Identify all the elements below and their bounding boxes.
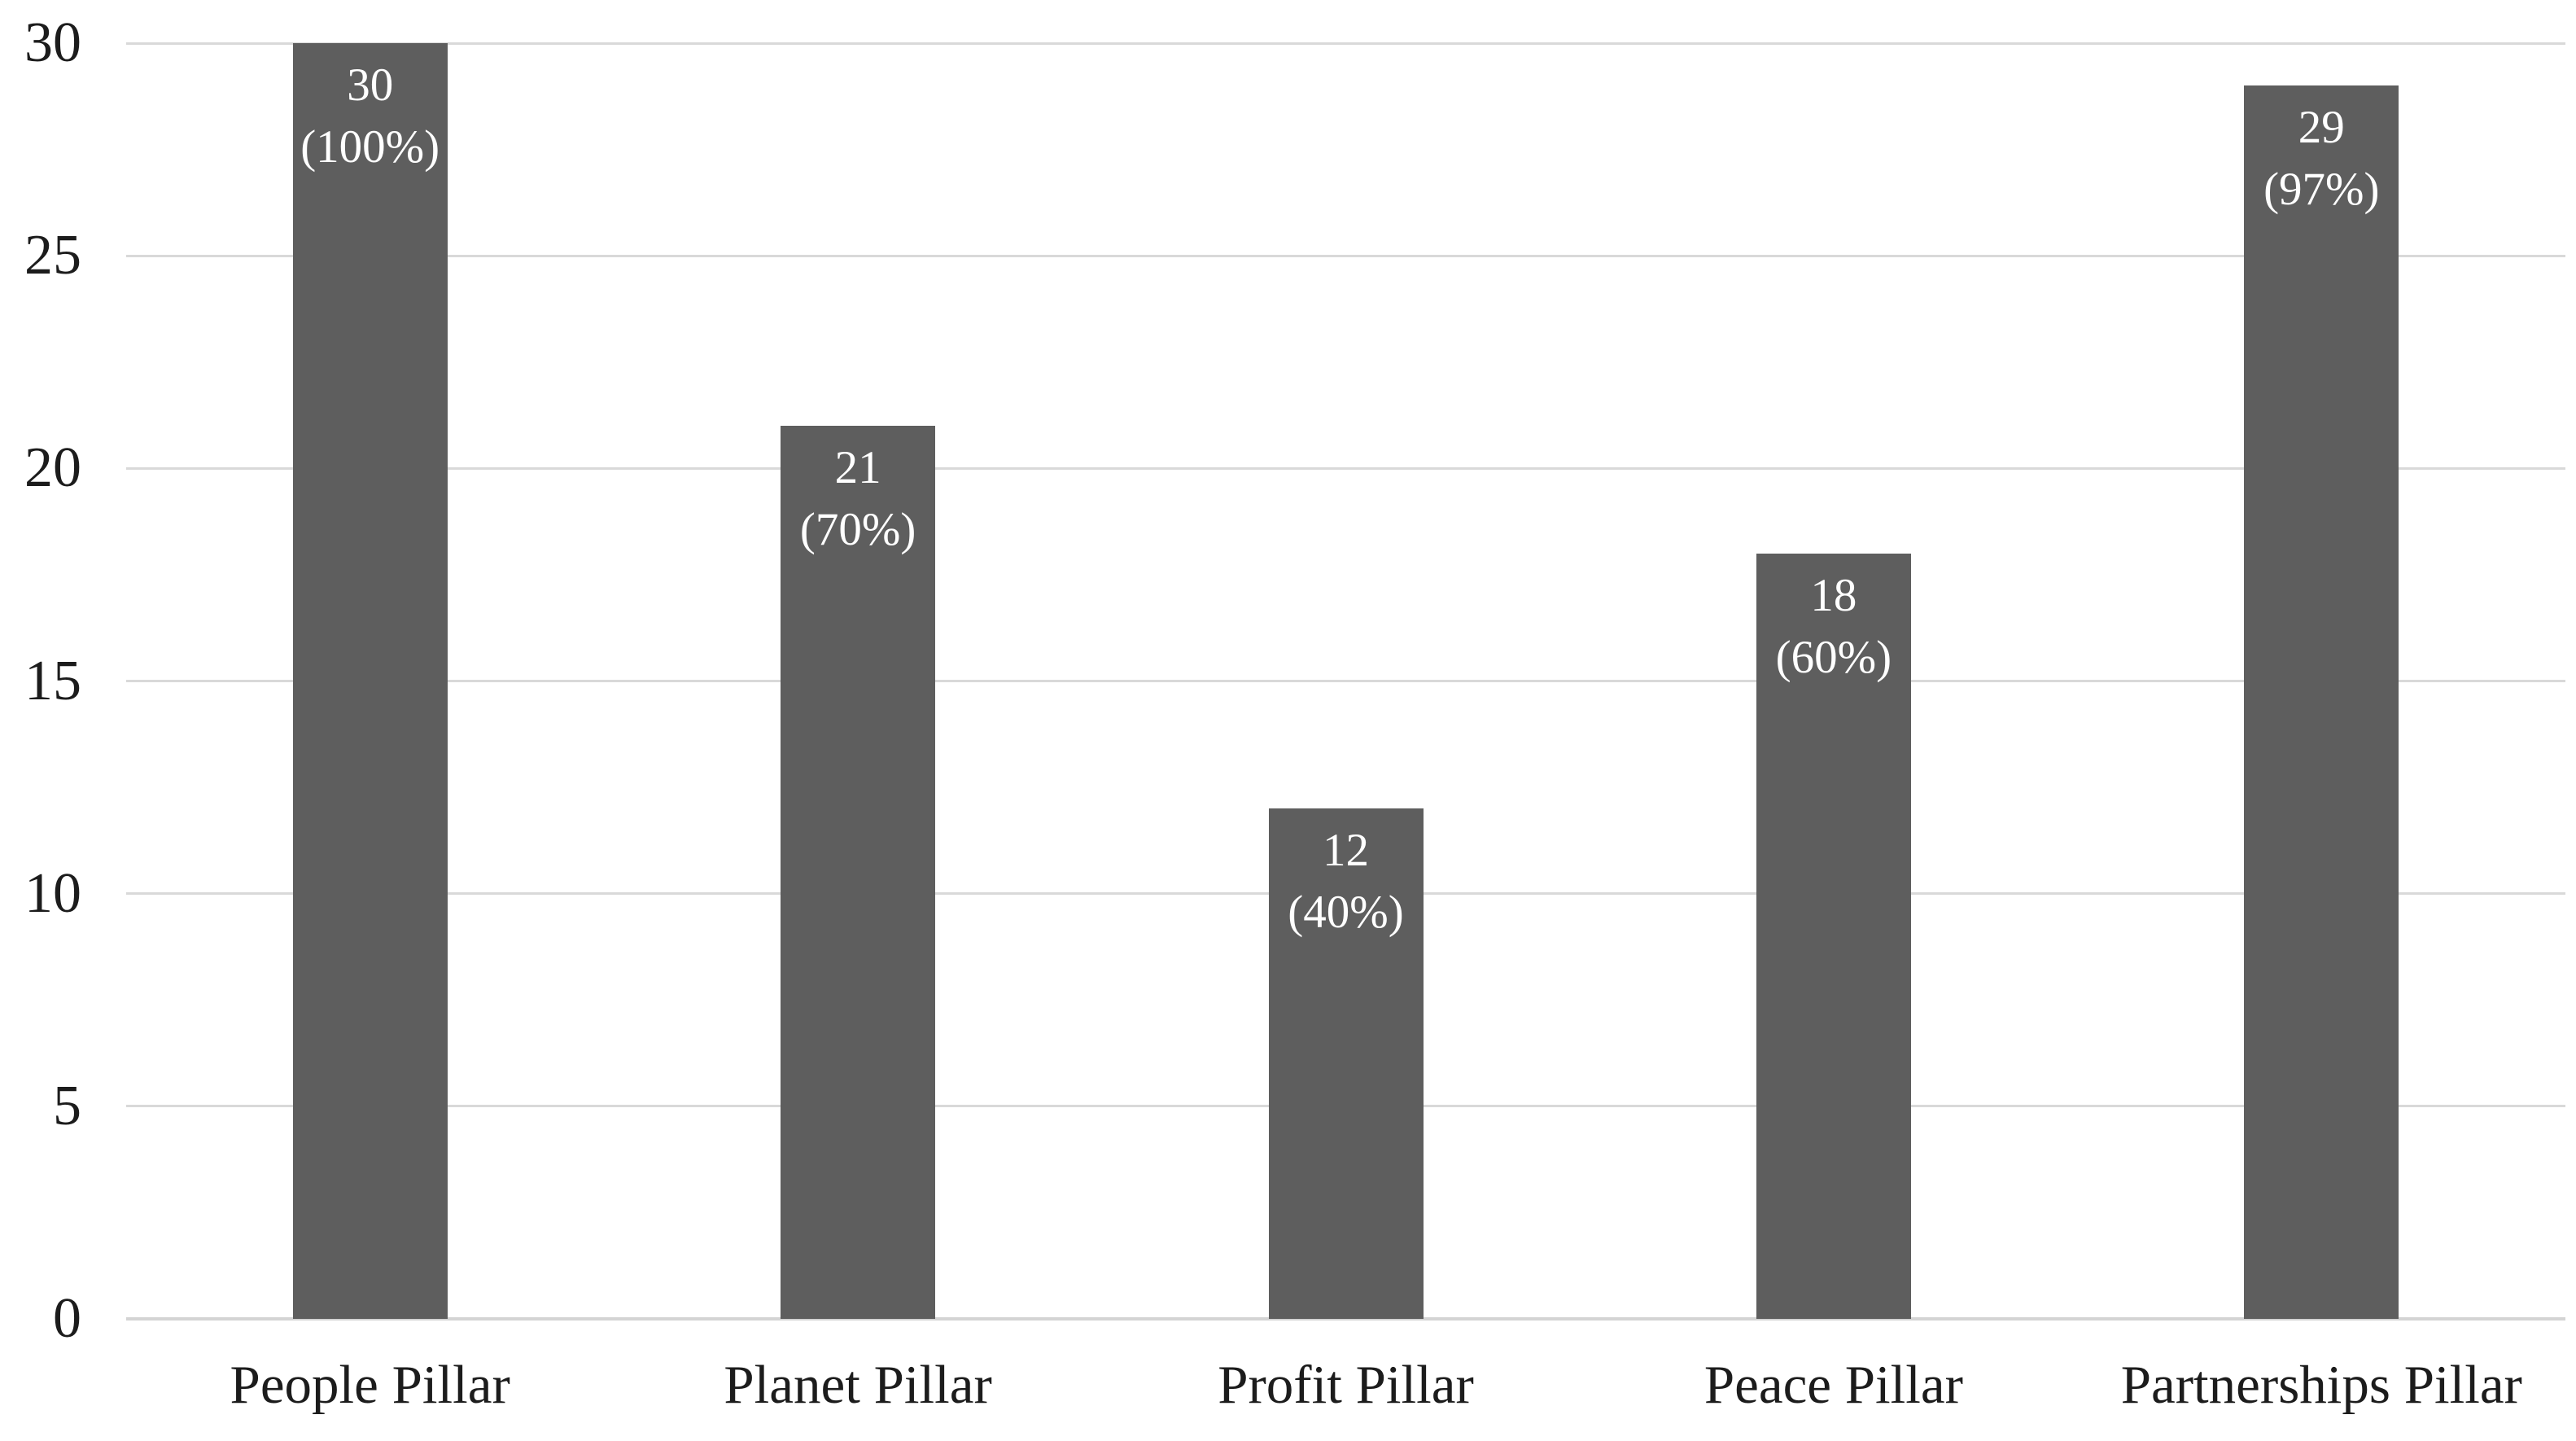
- bar-value-label: 18: [1810, 569, 1857, 621]
- bar-data-label: 12 (40%): [1216, 820, 1476, 944]
- x-axis-category-label: Peace Pillar: [1703, 1355, 1963, 1415]
- bar-percent-label: (97%): [2263, 164, 2380, 216]
- y-axis-tick-label: 20: [24, 436, 81, 500]
- bar-data-label: 29 (97%): [2191, 97, 2451, 221]
- bar: 18 (60%): [1756, 553, 1911, 1319]
- bar: 12 (40%): [1268, 808, 1424, 1319]
- y-axis: 0 5 10 15 20 25 30: [0, 15, 81, 1347]
- bar-data-label: 18 (60%): [1703, 565, 1964, 689]
- bar: 30 (100%): [292, 43, 448, 1319]
- bar: 21 (70%): [781, 426, 936, 1319]
- bar-data-label: 30 (100%): [240, 55, 501, 178]
- gridline: [126, 254, 2565, 257]
- bar-percent-label: (60%): [1775, 631, 1892, 683]
- x-axis: People Pillar Planet Pillar Profit Pillar P…: [126, 1358, 2565, 1439]
- gridline: [126, 42, 2565, 45]
- bar-value-label: 29: [2298, 102, 2345, 154]
- y-axis-tick-label: 30: [24, 11, 81, 74]
- gridline: [126, 680, 2565, 682]
- bar-percent-label: (100%): [300, 121, 440, 173]
- bar-percent-label: (40%): [1288, 887, 1404, 939]
- x-axis-category-label: Planet Pillar: [724, 1355, 992, 1415]
- bar-data-label: 21 (70%): [728, 437, 988, 561]
- x-axis-category-label: Partnerships Pillar: [2120, 1355, 2522, 1415]
- x-axis-line: [126, 1317, 2565, 1321]
- y-axis-tick-label: 0: [53, 1287, 81, 1350]
- bar: 29 (97%): [2244, 85, 2399, 1319]
- y-axis-tick-label: 15: [24, 649, 81, 712]
- y-axis-tick-label: 10: [24, 861, 81, 925]
- y-axis-tick-label: 5: [53, 1074, 81, 1137]
- plot-area: 30 (100%) 21 (70%) 12 (40%) 18 (60%) 29 (97%): [126, 42, 2565, 1321]
- y-axis-tick-label: 25: [24, 224, 81, 287]
- bar-value-label: 21: [834, 442, 881, 494]
- bar-value-label: 12: [1323, 825, 1369, 877]
- x-axis-category-label: People Pillar: [230, 1355, 510, 1415]
- x-axis-category-label: Profit Pillar: [1218, 1355, 1474, 1415]
- bar-percent-label: (70%): [799, 504, 916, 556]
- gridline: [126, 466, 2565, 470]
- bar-value-label: 30: [347, 59, 394, 111]
